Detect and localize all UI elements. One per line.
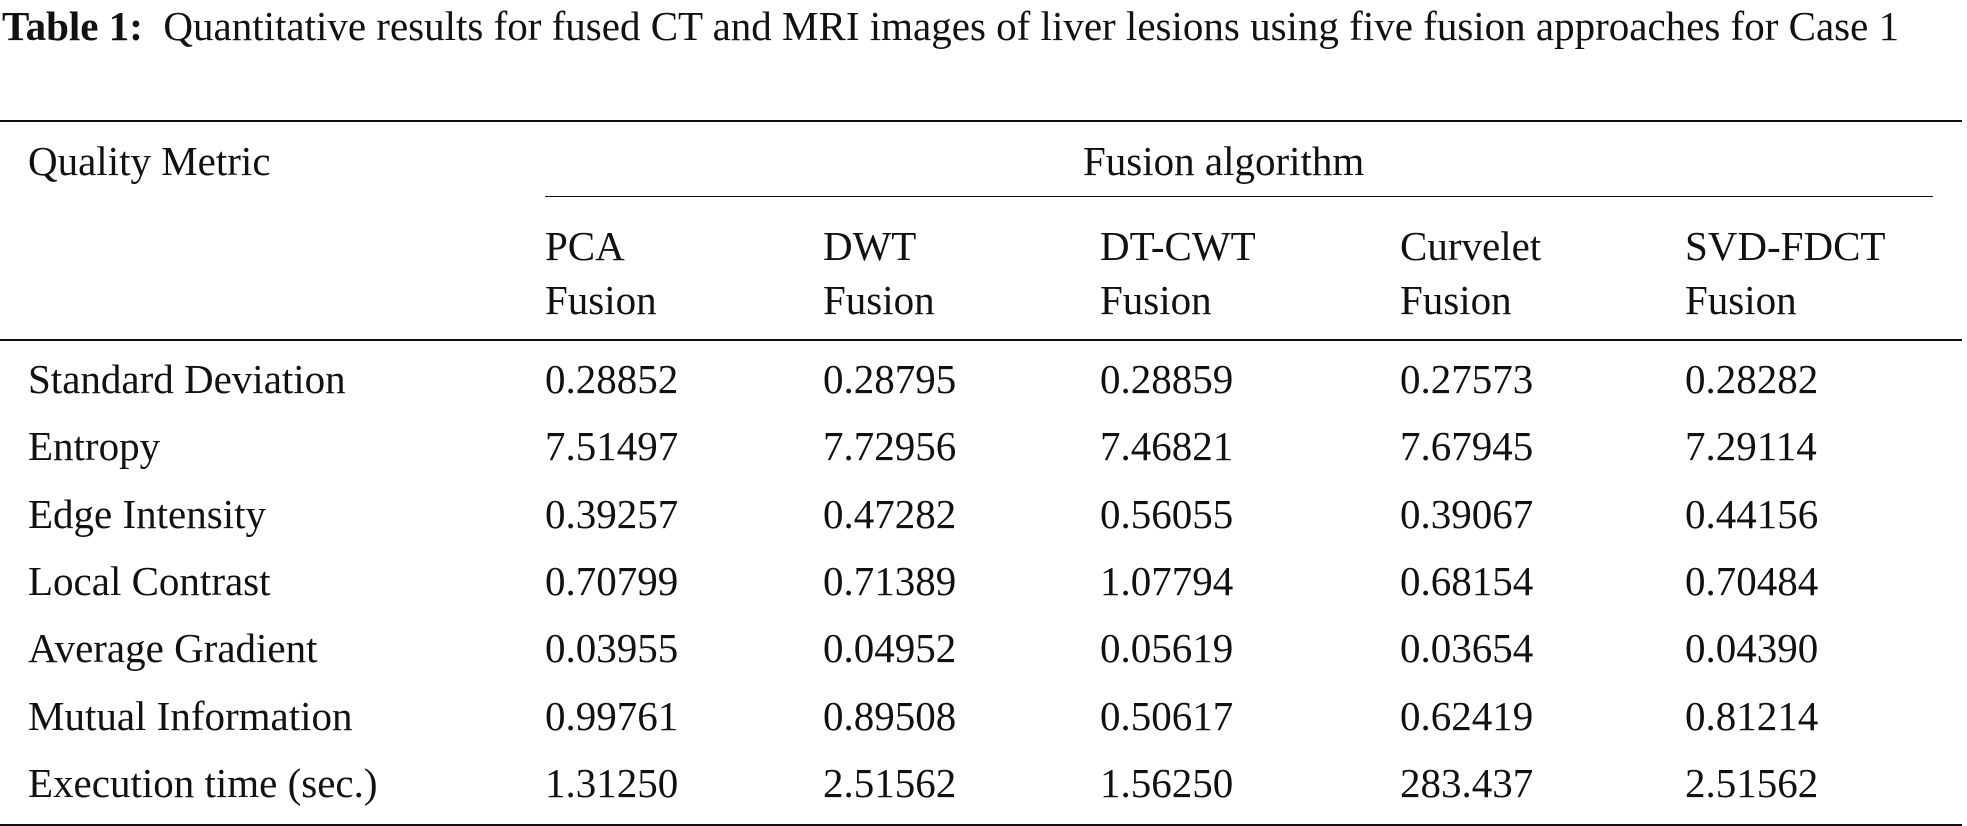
table-cell: 7.46821 <box>1100 423 1234 470</box>
table-cell: 0.04952 <box>823 625 957 672</box>
table-caption-label: Table 1: <box>2 3 143 49</box>
table-cell: 0.47282 <box>823 490 957 537</box>
table-cell: 0.81214 <box>1685 692 1819 739</box>
table-cell: 1.31250 <box>545 759 679 806</box>
table-cell: 7.29114 <box>1685 423 1817 470</box>
table-cell: 0.05619 <box>1100 625 1234 672</box>
table-cell: 283.437 <box>1400 759 1534 806</box>
metric-label: Execution time (sec.) <box>28 759 378 806</box>
table-cell: 0.99761 <box>545 692 679 739</box>
table-cell: 0.68154 <box>1400 557 1534 604</box>
column-header-line1: Curvelet <box>1400 223 1542 269</box>
table-cell: 0.50617 <box>1100 692 1234 739</box>
group-header: Fusion algorithm <box>1083 138 1365 184</box>
table-cell: 0.28282 <box>1685 356 1819 402</box>
metric-label: Entropy <box>28 423 161 470</box>
table-caption-text: Quantitative results for fused CT and MR… <box>163 3 1900 49</box>
metric-label: Standard Deviation <box>28 356 346 402</box>
table-cell: 0.56055 <box>1100 490 1234 537</box>
table-cell: 0.28795 <box>823 356 957 402</box>
table-top-rule <box>0 120 1962 122</box>
column-header-line1: DT-CWT <box>1100 223 1256 269</box>
column-header-line2: Fusion <box>823 277 935 323</box>
table-cell: 7.51497 <box>545 423 679 470</box>
table-cell: 0.27573 <box>1400 356 1534 402</box>
metric-label: Local Contrast <box>28 557 271 604</box>
table-cell: 0.28852 <box>545 356 679 402</box>
metric-label: Edge Intensity <box>28 490 266 537</box>
column-header-line2: Fusion <box>1100 277 1212 323</box>
table-cell: 1.56250 <box>1100 759 1234 806</box>
table-cell: 1.07794 <box>1100 557 1234 604</box>
table-cell: 0.71389 <box>823 557 957 604</box>
table-cell: 2.51562 <box>1685 759 1819 806</box>
table-cell: 7.72956 <box>823 423 957 470</box>
header-bottom-rule <box>0 339 1962 341</box>
table-cell: 0.89508 <box>823 692 957 739</box>
metric-label: Mutual Information <box>28 692 353 739</box>
table-cell: 0.70484 <box>1685 557 1819 604</box>
column-header-line1: DWT <box>823 223 917 269</box>
table-cell: 0.03654 <box>1400 625 1534 672</box>
table-cell: 0.62419 <box>1400 692 1534 739</box>
table-cell: 0.28859 <box>1100 356 1234 402</box>
column-header-line2: Fusion <box>1685 277 1797 323</box>
metric-label: Average Gradient <box>28 625 318 672</box>
table-cell: 0.39257 <box>545 490 679 537</box>
table-cell: 0.03955 <box>545 625 679 672</box>
table-cell: 2.51562 <box>823 759 957 806</box>
table-cell: 0.44156 <box>1685 490 1819 537</box>
group-header-rule <box>545 196 1933 197</box>
table-cell: 0.70799 <box>545 557 679 604</box>
column-header-line1: SVD-FDCT <box>1685 223 1886 269</box>
column-header-line2: Fusion <box>1400 277 1512 323</box>
table-cell: 7.67945 <box>1400 423 1534 470</box>
column-header-line1: PCA <box>545 223 625 269</box>
table-bottom-rule <box>0 824 1962 826</box>
table-cell: 0.04390 <box>1685 625 1819 672</box>
row-header: Quality Metric <box>28 138 271 184</box>
column-header-line2: Fusion <box>545 277 657 323</box>
table-caption: Table 1: Quantitative results for fused … <box>2 0 1962 52</box>
table-cell: 0.39067 <box>1400 490 1534 537</box>
